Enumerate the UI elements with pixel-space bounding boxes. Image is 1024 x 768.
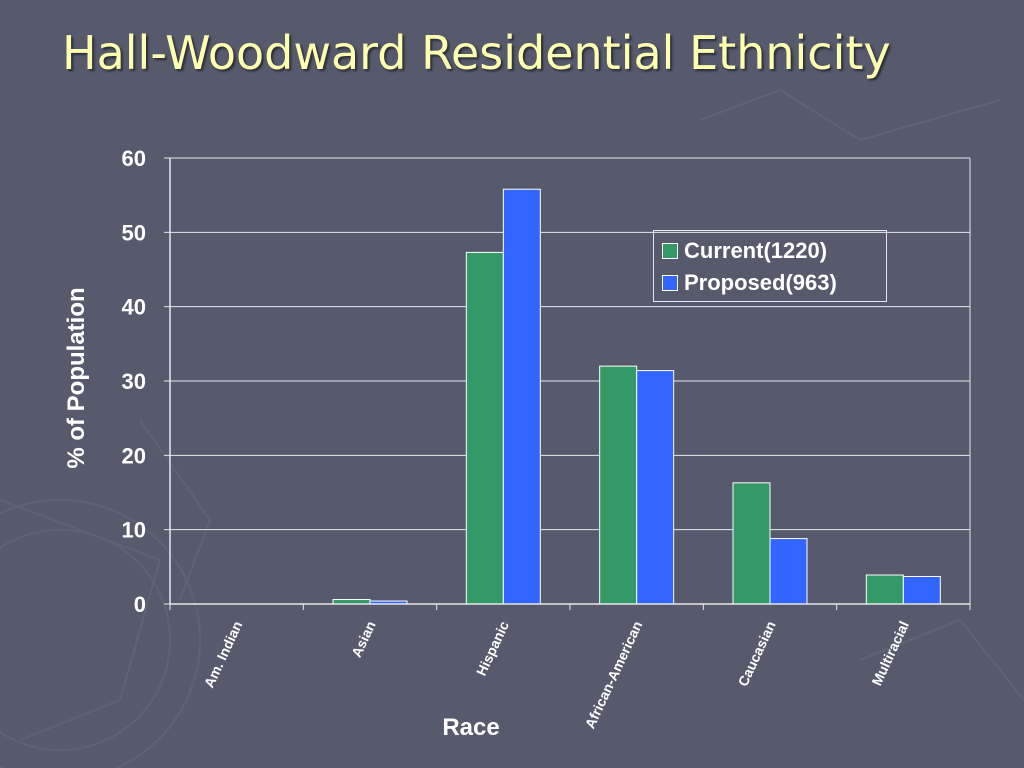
legend-label-current: Current(1220) xyxy=(684,238,828,263)
y-tick-labels: 0 10 20 30 40 50 60 xyxy=(122,146,146,617)
y-tick-label: 10 xyxy=(122,518,146,543)
page-title: Hall-Woodward Residential Ethnicity xyxy=(62,26,891,80)
bar-current xyxy=(599,365,638,605)
bar-current xyxy=(465,251,504,605)
x-tick-label: African-American xyxy=(582,619,646,732)
legend-item-proposed: Proposed(963) xyxy=(662,267,886,299)
bar-proposed xyxy=(636,370,675,605)
y-tick-label: 40 xyxy=(122,295,146,320)
legend-item-current: Current(1220) xyxy=(662,235,886,267)
grid-lines xyxy=(170,157,970,531)
x-tick-label: Multiracial xyxy=(868,619,912,689)
bar-current xyxy=(732,482,771,605)
x-tick-label: Caucasian xyxy=(735,619,779,689)
axes xyxy=(164,157,971,610)
x-tick-label: Asian xyxy=(348,619,379,660)
y-tick-label: 60 xyxy=(122,146,146,171)
x-tick-labels: Am. Indian Asian Hispanic African-American C… xyxy=(201,618,912,731)
bar-current xyxy=(865,574,904,605)
bars xyxy=(332,188,941,605)
chart-legend: Current(1220) Proposed(963) xyxy=(653,230,887,302)
y-tick-label: 30 xyxy=(122,369,146,394)
legend-label-proposed: Proposed(963) xyxy=(684,270,837,295)
bar-proposed xyxy=(769,538,808,605)
x-tick-label: Hispanic xyxy=(473,618,512,678)
legend-swatch-current xyxy=(662,243,678,259)
y-axis-label: % of Population xyxy=(63,287,90,468)
bar-proposed xyxy=(902,575,941,605)
x-tick-label: Am. Indian xyxy=(201,619,246,691)
y-tick-label: 50 xyxy=(122,220,146,245)
y-tick-label: 0 xyxy=(134,592,146,617)
legend-swatch-proposed xyxy=(662,275,678,291)
y-tick-label: 20 xyxy=(122,443,146,468)
bar-proposed xyxy=(502,188,541,605)
x-axis-label: Race xyxy=(442,714,499,741)
